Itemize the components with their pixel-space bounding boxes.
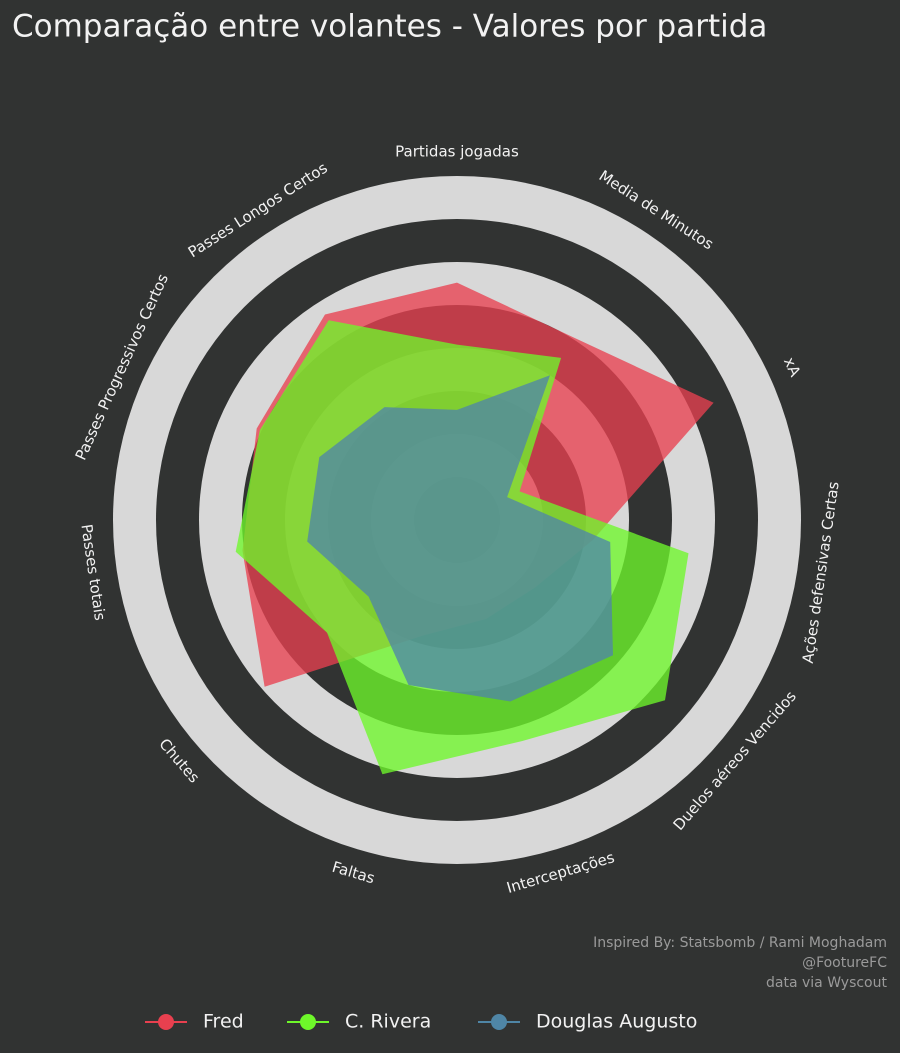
chart-title: Comparação entre volantes - Valores por … [12,9,767,45]
series-layer [235,282,714,775]
legend-marker [158,1014,174,1030]
axis-label: Partidas jogadas [395,143,519,161]
credit: data via Wyscout [766,975,888,991]
legend: Fred C. Rivera Douglas Augusto [145,1011,697,1033]
legend-marker [300,1014,316,1030]
legend-label: C. Rivera [345,1011,431,1033]
credit: @FootureFC [802,955,887,971]
legend-label: Fred [203,1011,244,1033]
credit: Inspired By: Statsbomb / Rami Moghadam [593,935,887,951]
legend-marker [491,1014,507,1030]
legend-label: Douglas Augusto [536,1011,697,1033]
series-area [307,375,613,702]
